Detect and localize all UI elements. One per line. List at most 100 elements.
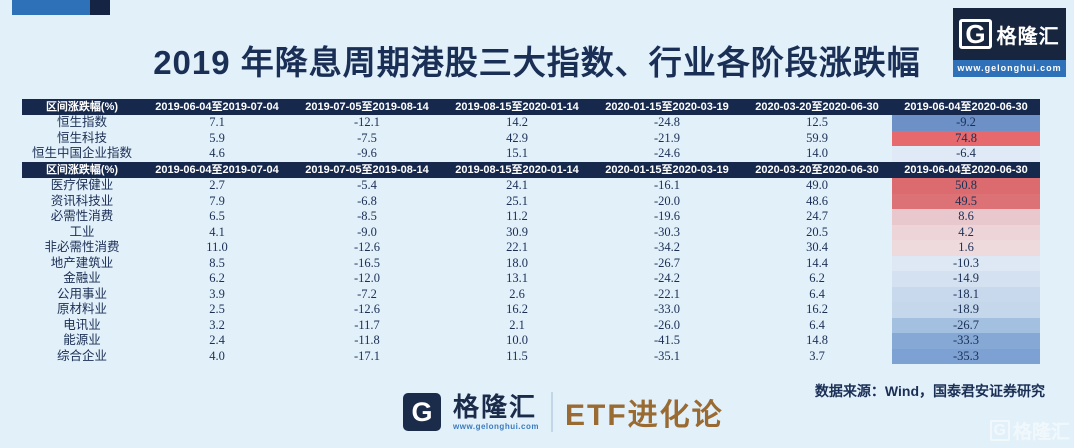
gelonghui-logo-top: G 格隆汇 www.gelonghui.com bbox=[953, 8, 1066, 77]
row-label: 恒生指数 bbox=[56, 115, 107, 129]
value-cell: -17.1 bbox=[353, 348, 381, 363]
value-cell: 49.0 bbox=[806, 178, 828, 192]
value-cell: 7.9 bbox=[209, 193, 225, 208]
table-row: 恒生科技 5.9 -7.5 42.9 -21.9 59.9 74.8 bbox=[22, 130, 1040, 146]
value-cell: 12.5 bbox=[806, 115, 828, 129]
value-cell: -11.8 bbox=[354, 333, 380, 347]
gelonghui-g-icon: G bbox=[403, 393, 441, 431]
page-title: 2019 年降息周期港股三大指数、行业各阶段涨跌幅 bbox=[153, 44, 921, 81]
value-cell: -16.5 bbox=[353, 255, 381, 270]
value-cell: -33.3 bbox=[892, 333, 1040, 349]
value-cell: -26.7 bbox=[653, 255, 681, 270]
value-cell: 13.1 bbox=[506, 271, 528, 285]
value-cell: -7.5 bbox=[357, 130, 377, 145]
header-cell: 区间涨跌幅(%) bbox=[22, 162, 142, 178]
header-cell: 区间涨跌幅(%) bbox=[22, 99, 142, 115]
value-cell: 16.2 bbox=[506, 302, 528, 316]
value-cell: 2.1 bbox=[509, 317, 525, 332]
table-row: 综合企业 4.0 -17.1 11.5 -35.1 3.7 -35.3 bbox=[22, 348, 1040, 364]
value-cell: 6.5 bbox=[209, 209, 225, 223]
value-cell: -35.3 bbox=[892, 348, 1040, 364]
footer-brand-text: 格隆汇 www.gelonghui.com bbox=[453, 394, 539, 431]
value-cell: 59.9 bbox=[806, 130, 828, 145]
value-cell: 30.9 bbox=[506, 224, 528, 239]
value-cell: 24.7 bbox=[806, 209, 828, 223]
value-cell: 11.0 bbox=[206, 240, 228, 254]
header-cell: 2020-03-20至2020-06-30 bbox=[742, 99, 892, 115]
sectors-table-wrap: 区间涨跌幅(%) 2019-06-04至2019-07-04 2019-07-05至… bbox=[22, 162, 1040, 364]
row-label: 金融业 bbox=[63, 271, 101, 285]
table-row: 金融业 6.2 -12.0 13.1 -24.2 6.2 -14.9 bbox=[22, 271, 1040, 287]
gelonghui-g-icon: G bbox=[959, 19, 992, 49]
value-cell: 4.1 bbox=[209, 224, 225, 239]
logo-name: 格隆汇 bbox=[453, 391, 538, 422]
value-cell: -20.0 bbox=[653, 193, 681, 208]
value-cell: 3.9 bbox=[209, 286, 225, 301]
value-cell: 3.2 bbox=[209, 317, 225, 332]
table-row: 原材料业 2.5 -12.6 16.2 -33.0 16.2 -18.9 bbox=[22, 302, 1040, 318]
value-cell: -26.0 bbox=[653, 317, 681, 332]
table-row: 医疗保健业 2.7 -5.4 24.1 -16.1 49.0 50.8 bbox=[22, 178, 1040, 194]
watermark: G 格隆汇 bbox=[989, 417, 1070, 444]
header-cell: 2020-03-20至2020-06-30 bbox=[742, 162, 892, 178]
value-cell: 14.8 bbox=[806, 333, 828, 347]
value-cell: -24.6 bbox=[653, 146, 681, 160]
value-cell: 24.1 bbox=[506, 178, 528, 192]
value-cell: 3.7 bbox=[809, 348, 825, 363]
value-cell: 15.1 bbox=[506, 146, 528, 160]
footer-brand-group: G 格隆汇 www.gelonghui.com ETF进化论 bbox=[403, 390, 724, 434]
row-label: 综合企业 bbox=[56, 348, 107, 363]
value-cell: -7.2 bbox=[357, 286, 377, 301]
table-row: 恒生中国企业指数 4.6 -9.6 15.1 -24.6 14.0 -6.4 bbox=[22, 146, 1040, 162]
value-cell: 7.1 bbox=[209, 115, 225, 129]
value-cell: 10.0 bbox=[506, 333, 528, 347]
table-row: 公用事业 3.9 -7.2 2.6 -22.1 6.4 -18.1 bbox=[22, 286, 1040, 302]
value-cell: 6.2 bbox=[809, 271, 825, 285]
watermark-name: 格隆汇 bbox=[1012, 422, 1070, 443]
header-cell: 2019-06-04至2020-06-30 bbox=[892, 162, 1040, 178]
value-cell: 16.2 bbox=[806, 302, 828, 316]
value-cell: -6.4 bbox=[892, 146, 1040, 162]
data-table: 区间涨跌幅(%) 2019-06-04至2019-07-04 2019-07-05至… bbox=[22, 162, 1040, 364]
value-cell: 2.5 bbox=[209, 302, 225, 316]
value-cell: -33.0 bbox=[653, 302, 681, 316]
header-cell: 2019-08-15至2020-01-14 bbox=[442, 99, 592, 115]
value-cell: -18.1 bbox=[892, 286, 1040, 302]
watermark-g-icon: G bbox=[989, 420, 1010, 441]
table-row: 地产建筑业 8.5 -16.5 18.0 -26.7 14.4 -10.3 bbox=[22, 255, 1040, 271]
decor-blue-bar bbox=[12, 0, 90, 15]
value-cell: 11.5 bbox=[506, 348, 528, 363]
data-source-note: 数据来源：Wind，国泰君安证券研究 bbox=[814, 383, 1045, 399]
value-cell: -8.5 bbox=[357, 209, 377, 223]
data-table: 区间涨跌幅(%) 2019-06-04至2019-07-04 2019-07-05至… bbox=[22, 99, 1040, 162]
value-cell: 30.4 bbox=[806, 240, 828, 254]
table-row: 恒生指数 7.1 -12.1 14.2 -24.8 12.5 -9.2 bbox=[22, 115, 1040, 131]
value-cell: 49.5 bbox=[892, 193, 1040, 209]
value-cell: 6.4 bbox=[809, 317, 825, 332]
row-label: 恒生科技 bbox=[56, 130, 107, 145]
header-row: 区间涨跌幅(%) 2019-06-04至2019-07-04 2019-07-05至… bbox=[22, 162, 1040, 178]
value-cell: -24.8 bbox=[653, 115, 681, 129]
value-cell: -30.3 bbox=[653, 224, 681, 239]
row-label: 公用事业 bbox=[56, 286, 107, 301]
header-cell: 2019-06-04至2020-06-30 bbox=[892, 99, 1040, 115]
value-cell: 2.7 bbox=[209, 178, 225, 192]
value-cell: -10.3 bbox=[892, 255, 1040, 271]
value-cell: -34.2 bbox=[653, 240, 681, 254]
value-cell: -9.2 bbox=[892, 115, 1040, 131]
value-cell: 20.5 bbox=[806, 224, 828, 239]
logo-website: www.gelonghui.com bbox=[953, 60, 1066, 77]
value-cell: 4.6 bbox=[209, 146, 225, 160]
value-cell: -5.4 bbox=[357, 178, 377, 192]
header-cell: 2019-06-04至2019-07-04 bbox=[142, 99, 292, 115]
value-cell: -19.6 bbox=[653, 209, 681, 223]
row-label: 地产建筑业 bbox=[50, 255, 114, 270]
value-cell: 6.2 bbox=[209, 271, 225, 285]
value-cell: 22.1 bbox=[506, 240, 528, 254]
value-cell: -18.9 bbox=[892, 302, 1040, 318]
value-cell: 14.0 bbox=[806, 146, 828, 160]
value-cell: 1.6 bbox=[892, 240, 1040, 256]
value-cell: 8.6 bbox=[892, 209, 1040, 225]
logo-box: G 格隆汇 bbox=[953, 8, 1066, 60]
